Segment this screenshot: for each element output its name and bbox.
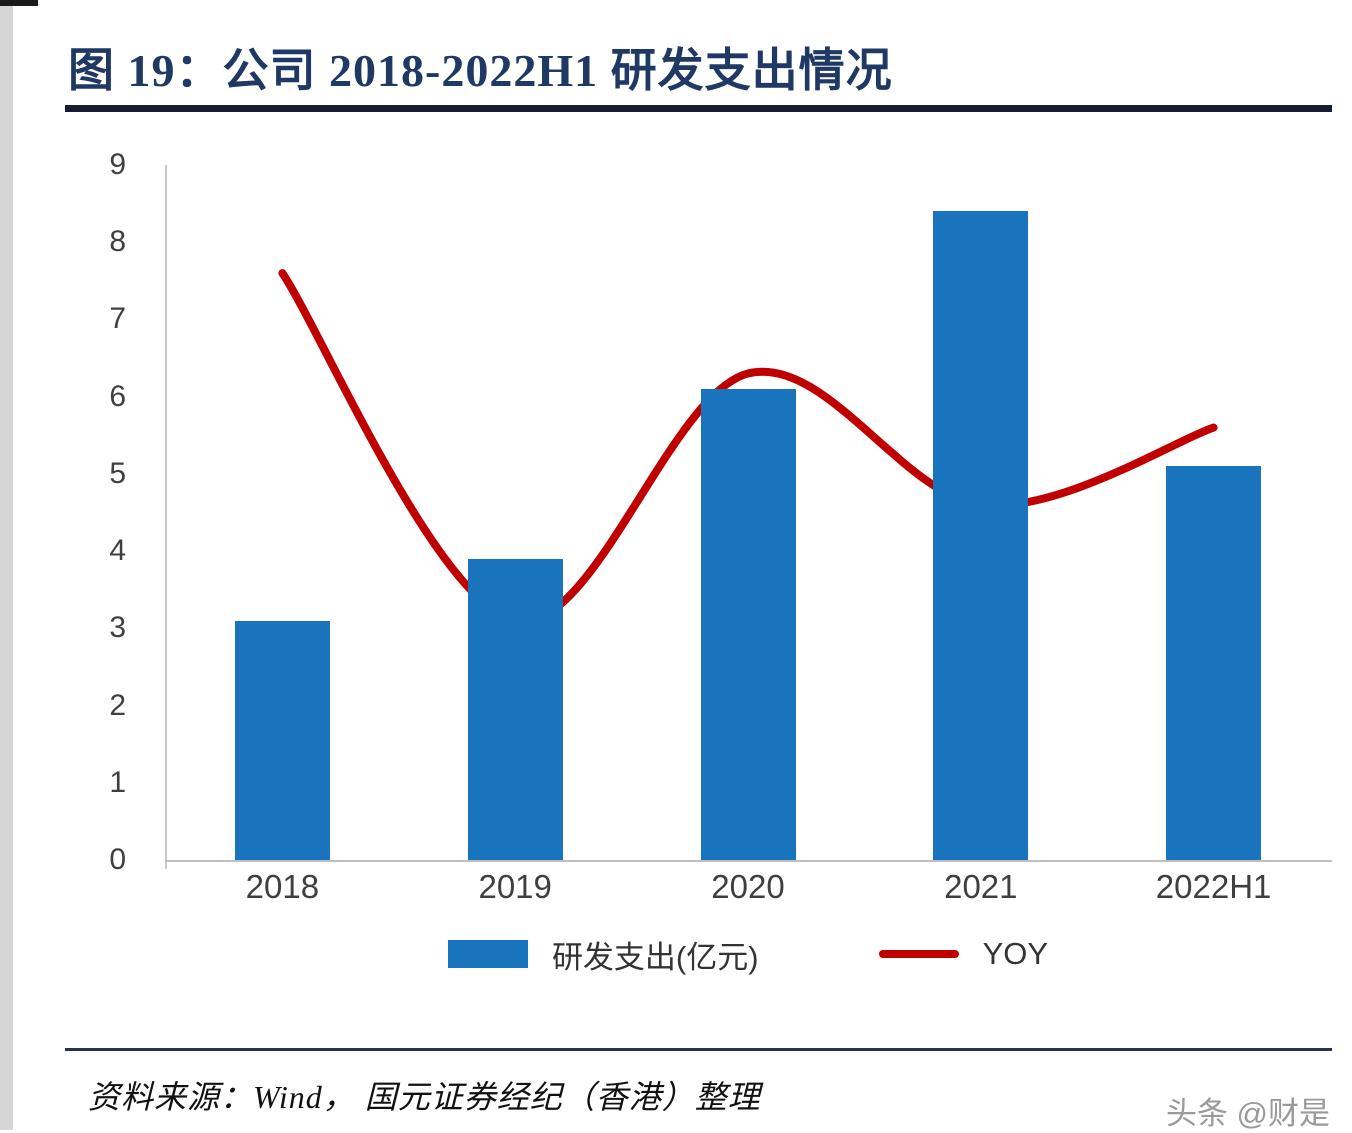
y-tick-label: 4 <box>109 534 126 568</box>
y-tick-label: 7 <box>109 302 126 336</box>
y-tick-label: 2 <box>109 688 126 722</box>
bar-series-label: 研发支出(亿元) <box>551 939 759 975</box>
x-tick-label: 2018 <box>245 868 320 905</box>
x-axis-line <box>165 860 1332 862</box>
x-tick-label: 2020 <box>711 868 785 905</box>
y-axis-line <box>165 165 167 869</box>
y-tick-label: 8 <box>109 225 126 259</box>
watermark: 头条 @财是 <box>1165 1096 1330 1131</box>
figure-title: 图 19：公司 2018-2022H1 研发支出情况 <box>68 45 893 96</box>
source-note: 资料来源：Wind， 国元证券经纪（香港）整理 <box>88 1079 761 1115</box>
bar-2022H1 <box>1166 466 1262 860</box>
x-tick-label: 2022H1 <box>1155 868 1272 905</box>
x-tick-label: 2021 <box>944 868 1018 905</box>
bar-2020 <box>700 388 796 860</box>
x-tick-label: 2019 <box>478 868 552 905</box>
page-edge-strip <box>0 0 13 1130</box>
x-axis-labels: 2018 2019 2020 2021 2022H1 <box>166 868 1330 912</box>
y-axis-labels: 0 1 2 3 4 5 6 7 8 9 <box>0 148 126 876</box>
legend-item-bar-series: 研发支出(亿元) <box>447 932 759 977</box>
bar-2018 <box>234 620 330 860</box>
line-series-label: YOY <box>982 936 1049 971</box>
line-series-swatch <box>878 950 959 958</box>
plot-area <box>166 165 1330 860</box>
y-tick-label: 3 <box>109 611 126 645</box>
title-underline <box>65 105 1332 112</box>
y-tick-label: 6 <box>109 379 126 413</box>
chart-legend: 研发支出(亿元) YOY <box>166 926 1330 982</box>
y-tick-label: 0 <box>109 843 126 876</box>
y-tick-label: 5 <box>109 456 126 490</box>
legend-item-line-series: YOY <box>878 936 1049 972</box>
bar-2019 <box>467 558 563 860</box>
bar-2021 <box>933 211 1029 860</box>
y-tick-label: 9 <box>109 148 126 181</box>
page-corner-mark <box>0 0 38 6</box>
source-divider <box>65 1048 1332 1051</box>
bar-series-swatch <box>447 940 528 968</box>
y-tick-label: 1 <box>109 765 126 799</box>
